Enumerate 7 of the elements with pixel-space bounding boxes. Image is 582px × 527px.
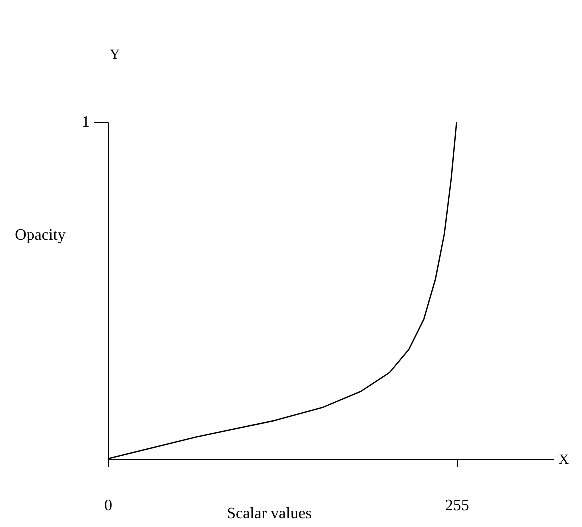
x-tick-label: 255 xyxy=(445,498,470,514)
text: Y xyxy=(110,48,120,63)
y-axis-title: Opacity xyxy=(15,226,66,244)
x-tick-label: 0 xyxy=(104,498,112,514)
text: 1 xyxy=(82,114,90,132)
text: X xyxy=(558,453,570,468)
x-axis-title: Scalar values xyxy=(227,506,312,522)
